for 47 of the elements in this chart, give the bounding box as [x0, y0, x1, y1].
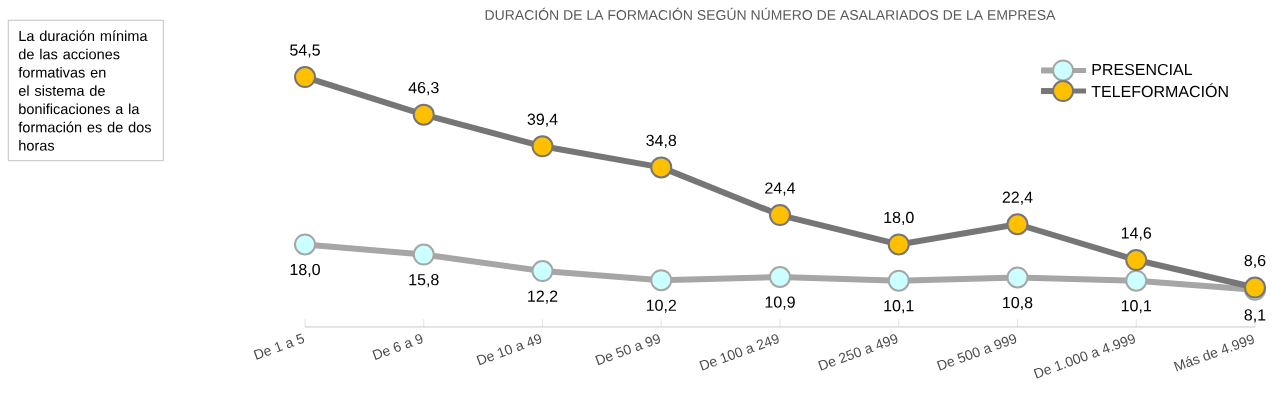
point	[887, 233, 910, 256]
data-label: 10,9	[765, 296, 795, 310]
data-label: 8,1	[1244, 309, 1266, 323]
point	[1006, 213, 1029, 236]
x-tick-label: De 100 a 249	[699, 334, 779, 371]
point	[1006, 266, 1029, 289]
x-tick-label: Más de 4.999	[1173, 334, 1254, 372]
data-label: 8,6	[1244, 254, 1266, 269]
point	[887, 269, 910, 292]
legend-label: PRESENCIAL	[1092, 63, 1193, 76]
data-label: 10,2	[646, 299, 677, 313]
text: La duración mínima de las acciones formativas en el sistema de bonificaciones a la formación es de dos horas	[18, 30, 151, 151]
data-label: 24,4	[765, 182, 796, 196]
x-tick-label: De 10 a 49	[476, 334, 542, 366]
point	[294, 66, 317, 89]
data-label: 12,2	[528, 290, 558, 304]
point	[650, 156, 673, 179]
data-label: 46,3	[408, 81, 439, 96]
data-label: 22,4	[1002, 191, 1033, 205]
data-label: 18,0	[884, 211, 914, 225]
data-label: 14,6	[1121, 227, 1152, 241]
data-label: 10,1	[1121, 300, 1152, 314]
data-label: 10,8	[1003, 296, 1033, 311]
data-label: 18,0	[290, 263, 320, 278]
point	[412, 103, 435, 126]
legend-label: TELEFORMACIÓN	[1091, 83, 1228, 98]
x-tick-label: De 500 a 999	[936, 334, 1017, 371]
data-label: 15,8	[409, 273, 439, 288]
point	[1125, 249, 1148, 272]
point	[768, 204, 791, 227]
x-tick-label: De 6 a 9	[372, 334, 423, 360]
data-label: 54,5	[290, 44, 320, 58]
x-tick-label: De 1.000 a 4.999	[1033, 334, 1135, 379]
x-tick-label: De 250 a 499	[818, 334, 898, 371]
point	[1125, 269, 1148, 292]
data-label: 10,1	[884, 300, 914, 314]
data-label: 34,8	[646, 134, 677, 148]
point	[768, 266, 791, 288]
point	[531, 260, 554, 283]
point	[531, 135, 554, 158]
x-tick-label: De 50 a 99	[595, 334, 660, 366]
chart-title: DURACIÓN DE LA FORMACIÓN SEGÚN NÚMERO DE ASALARIADOS DE LA EMPRESA	[485, 7, 1056, 20]
point	[650, 269, 673, 292]
data-label: 39,4	[527, 113, 558, 127]
x-tick-label: De 1 a 5	[253, 333, 305, 360]
point	[412, 243, 435, 266]
point	[294, 233, 317, 256]
